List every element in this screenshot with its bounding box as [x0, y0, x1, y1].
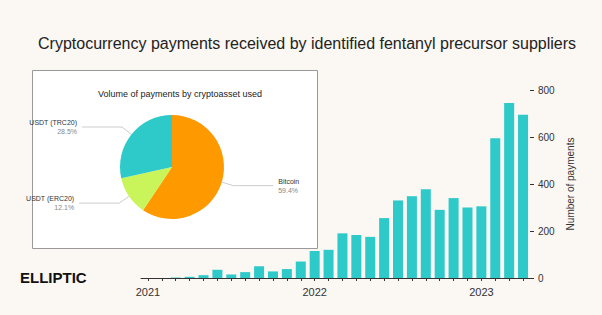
svg-text:USDT (TRC20): USDT (TRC20) [29, 119, 77, 127]
svg-text:59.4%: 59.4% [278, 187, 298, 194]
svg-text:2021: 2021 [136, 286, 160, 298]
svg-text:Number of payments: Number of payments [565, 138, 576, 231]
svg-text:600: 600 [538, 132, 555, 143]
svg-text:800: 800 [538, 85, 555, 96]
svg-text:Cryptocurrency payments receiv: Cryptocurrency payments received by iden… [38, 35, 576, 52]
svg-text:28.5%: 28.5% [57, 128, 77, 135]
svg-text:12.1%: 12.1% [54, 204, 74, 211]
svg-text:ELLIPTIC: ELLIPTIC [20, 269, 87, 286]
svg-text:USDT (ERC20): USDT (ERC20) [26, 195, 74, 203]
svg-text:0: 0 [538, 273, 544, 284]
svg-text:2022: 2022 [302, 286, 326, 298]
svg-text:200: 200 [538, 226, 555, 237]
svg-text:400: 400 [538, 179, 555, 190]
svg-text:2023: 2023 [469, 286, 493, 298]
svg-text:Bitcoin: Bitcoin [278, 178, 299, 185]
svg-text:Volume of payments by cryptoas: Volume of payments by cryptoasset used [98, 89, 262, 99]
